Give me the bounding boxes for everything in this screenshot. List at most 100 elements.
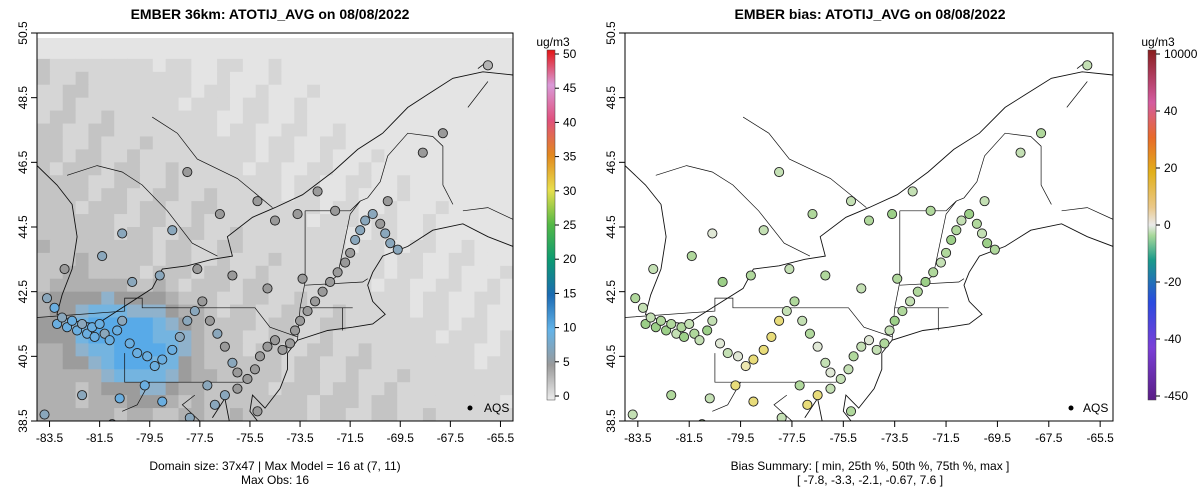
grid-cell [397,343,411,357]
grid-cell [410,227,424,241]
x-tick-label: -79.5 [136,431,164,445]
colorbar-tick-label: 40 [563,115,577,129]
grid-cell [384,278,398,293]
grid-cell [127,317,141,331]
grid-cell [281,175,295,189]
grid-cell [487,356,501,370]
grid-cell [101,188,115,202]
grid-cell [474,317,488,331]
grid-cell [332,84,347,99]
grid-cell [75,110,89,125]
site-marker [666,318,677,330]
grid-cell [422,58,437,73]
grid-cell [410,278,424,293]
site-marker [964,209,975,220]
grid-cell [88,149,102,163]
grid-cell [371,252,385,267]
site-marker [807,209,818,220]
grid-cell [191,214,205,228]
grid-cell [229,395,244,409]
grid-cell [229,291,244,306]
grid-cell [62,227,77,241]
grid-cell [332,343,347,357]
grid-cell [435,330,450,344]
grid-cell [268,175,282,189]
grid-cell [62,330,77,344]
grid-cell [294,188,308,202]
grid-cell [37,58,51,73]
grid-cell [384,71,398,86]
grid-cell [500,265,513,280]
grid-cell [500,278,513,293]
grid-cell [88,265,102,280]
grid-cell [165,356,180,370]
site-marker [820,357,831,368]
grid-cell [127,45,141,60]
grid-cell [62,408,77,421]
grid-cell [242,123,257,137]
grid-cell [320,343,334,357]
state-border [152,116,273,208]
grid-cell [242,175,257,189]
site-marker [392,244,403,255]
grid-cell [461,188,475,202]
grid-cell [422,304,437,319]
grid-cell [371,291,385,306]
grid-cell [384,84,398,99]
grid-cell [487,265,501,280]
grid-cell [114,149,128,163]
grid-cell [281,149,295,163]
grid-cell [487,110,501,125]
site-marker [189,306,200,317]
grid-cell [422,369,437,383]
site-marker [707,228,718,239]
grid-cell [320,175,334,189]
grid-cell [307,97,321,112]
grid-cell [242,304,257,319]
site-marker [214,209,225,220]
grid-cell [49,369,64,383]
y-tick-label: 50.5 [604,21,618,45]
grid-cell [127,97,141,112]
grid-cell [435,343,450,357]
grid-cell [332,330,347,344]
grid-cell [345,369,360,383]
site-marker [104,335,115,346]
grid-cell [500,356,513,370]
grid-cell [229,304,244,319]
grid-cell [500,304,513,319]
grid-cell [191,252,205,267]
grid-cell [345,265,360,280]
grid-cell [152,136,167,150]
grid-cell [242,110,257,125]
grid-cell [49,214,64,228]
grid-cell [139,252,154,267]
grid-cell [281,291,295,306]
grid-cell [410,136,424,150]
grid-cell [255,239,270,254]
grid-cell [75,136,89,150]
grid-cell [204,58,218,73]
grid-cell [88,110,102,125]
grid-cell [242,162,257,176]
grid-cell [37,382,51,396]
grid-cell [255,123,270,137]
grid-cell [371,395,385,409]
site-marker [812,390,823,401]
grid-cell [410,343,424,357]
grid-cell [487,136,501,150]
grid-cell [307,149,321,163]
grid-cell [320,188,334,202]
site-marker [907,186,918,197]
grid-cell [358,343,372,357]
grid-cell [217,369,231,383]
grid-cell [474,175,488,189]
grid-cell [332,188,347,202]
grid-cell [88,97,102,112]
grid-cell [410,188,424,202]
grid-cell [62,201,77,215]
site-marker [887,209,898,220]
site-marker [766,331,777,342]
grid-cell [268,227,282,241]
grid-cell [461,58,475,73]
